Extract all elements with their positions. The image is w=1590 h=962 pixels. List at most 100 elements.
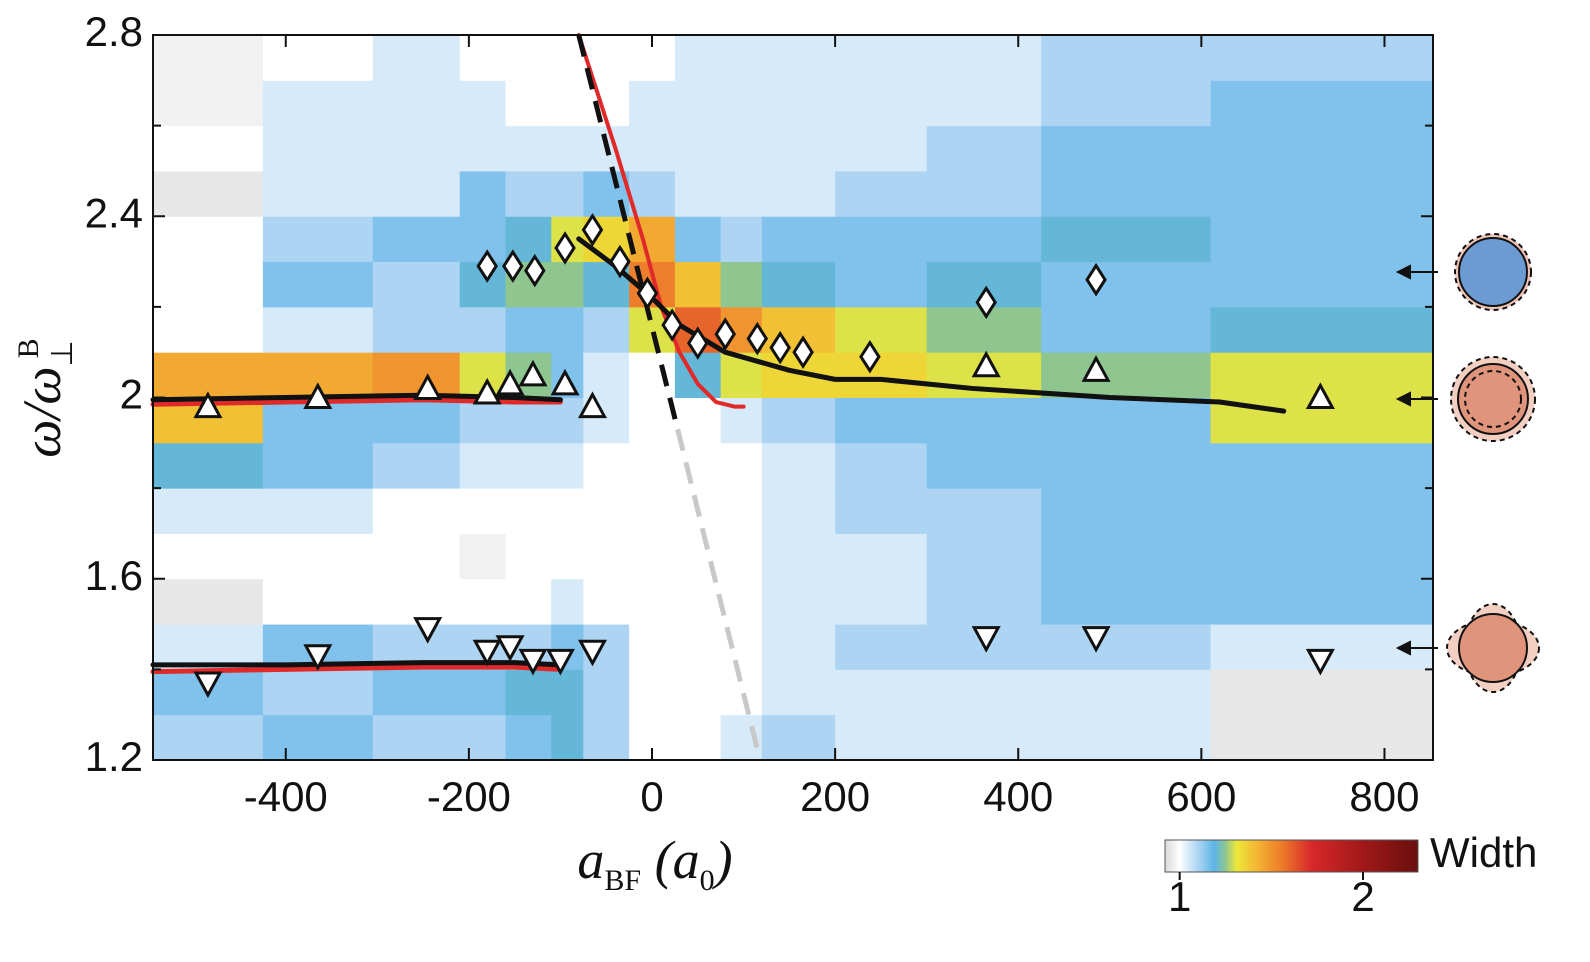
marker xyxy=(476,249,498,283)
heat-cell xyxy=(153,216,264,263)
heat-cell xyxy=(372,170,461,217)
heat-cell xyxy=(1041,533,1212,580)
heat-cell xyxy=(835,578,928,625)
y-tick-label: 2 xyxy=(120,371,143,418)
marker xyxy=(686,326,709,360)
heat-cell xyxy=(505,125,552,172)
heat-cell xyxy=(761,170,836,217)
heat-cell xyxy=(674,170,722,217)
heat-cell xyxy=(926,442,1042,489)
heat-cell xyxy=(1210,35,1434,81)
mode-icon xyxy=(1458,613,1528,683)
heat-cell xyxy=(1210,669,1434,716)
arrow-head xyxy=(1395,264,1411,280)
heat-cell xyxy=(153,80,264,127)
mode-icon xyxy=(1458,237,1528,307)
marker xyxy=(1081,626,1111,653)
heat-cell xyxy=(835,306,928,353)
marker xyxy=(303,382,333,409)
heat-cell xyxy=(262,669,374,716)
heat-cell xyxy=(1210,442,1434,489)
heat-cell xyxy=(262,216,374,263)
heat-cell xyxy=(583,352,630,398)
heat-cell xyxy=(629,669,676,716)
heat-cell xyxy=(629,352,676,398)
marker xyxy=(581,213,604,247)
mode-icon xyxy=(1464,370,1522,428)
heat-cell xyxy=(761,669,836,716)
heat-cell xyxy=(153,306,264,353)
label-part: BF xyxy=(604,864,641,897)
heat-cell xyxy=(629,488,676,534)
colorbar-bar xyxy=(1164,839,1419,873)
heat-cell xyxy=(835,624,928,670)
heat-cell xyxy=(459,216,507,263)
heat-cell xyxy=(551,80,584,127)
marker xyxy=(1081,355,1111,382)
heat-cell xyxy=(372,261,461,308)
heat-cell xyxy=(835,80,928,127)
heat-cell xyxy=(551,714,584,761)
heat-cell xyxy=(551,306,584,353)
marker xyxy=(636,276,659,311)
heat-cell xyxy=(153,488,264,534)
marker xyxy=(577,391,608,419)
heat-cell xyxy=(1041,442,1212,489)
x-tick-label: -400 xyxy=(244,773,328,820)
colorbar-label: Width xyxy=(1430,829,1537,876)
heat-cell xyxy=(926,669,1042,716)
heat-cell xyxy=(720,216,763,263)
x-tick-label: -200 xyxy=(427,773,511,820)
heat-cell xyxy=(1210,80,1434,127)
heat-cell xyxy=(835,397,928,444)
heat-cell xyxy=(629,578,676,625)
heat-cell xyxy=(674,669,722,716)
heat-cell xyxy=(761,35,836,81)
heat-cell xyxy=(926,125,1042,172)
heat-cell xyxy=(674,125,722,172)
heat-cell xyxy=(372,714,461,761)
heat-cell xyxy=(372,533,461,580)
heat-cell xyxy=(153,125,264,172)
marker xyxy=(303,644,333,671)
marker xyxy=(495,368,525,396)
heat-cell xyxy=(629,397,676,444)
marker xyxy=(193,391,223,419)
heat-cell xyxy=(629,80,676,127)
marker xyxy=(609,244,631,279)
heat-cell xyxy=(674,35,722,81)
heat-cell xyxy=(262,80,374,127)
heat-cell xyxy=(505,80,552,127)
heat-cell xyxy=(372,397,461,444)
heat-cell xyxy=(926,714,1042,761)
heat-cell xyxy=(835,669,928,716)
heat-cell xyxy=(720,125,763,172)
heat-cell xyxy=(505,306,552,353)
heat-cell xyxy=(459,125,507,172)
mode-icons xyxy=(1395,233,1540,693)
heat-cell xyxy=(505,533,552,580)
heat-cell xyxy=(372,216,461,263)
heat-cell xyxy=(551,578,584,625)
heat-cell xyxy=(551,261,584,308)
y-tick-label: 2.4 xyxy=(85,189,143,236)
heat-cell xyxy=(1041,216,1212,263)
heat-cell xyxy=(1210,170,1434,217)
heat-cell xyxy=(674,216,722,263)
label-part: B xyxy=(12,338,45,358)
heat-cell xyxy=(505,442,552,489)
arrow-head xyxy=(1395,640,1411,656)
heat-cell xyxy=(505,669,552,716)
heat-cell xyxy=(262,533,374,580)
heat-cell xyxy=(505,714,552,761)
heat-cell xyxy=(926,35,1042,81)
heat-cell xyxy=(153,261,264,308)
heat-cell xyxy=(459,442,507,489)
heat-cell xyxy=(1041,125,1212,172)
heat-cell xyxy=(629,533,676,580)
heat-cell xyxy=(1041,669,1212,716)
heat-cell xyxy=(835,216,928,263)
heat-cell xyxy=(1210,306,1434,353)
heat-cell xyxy=(720,261,763,308)
heat-cell xyxy=(459,306,507,353)
